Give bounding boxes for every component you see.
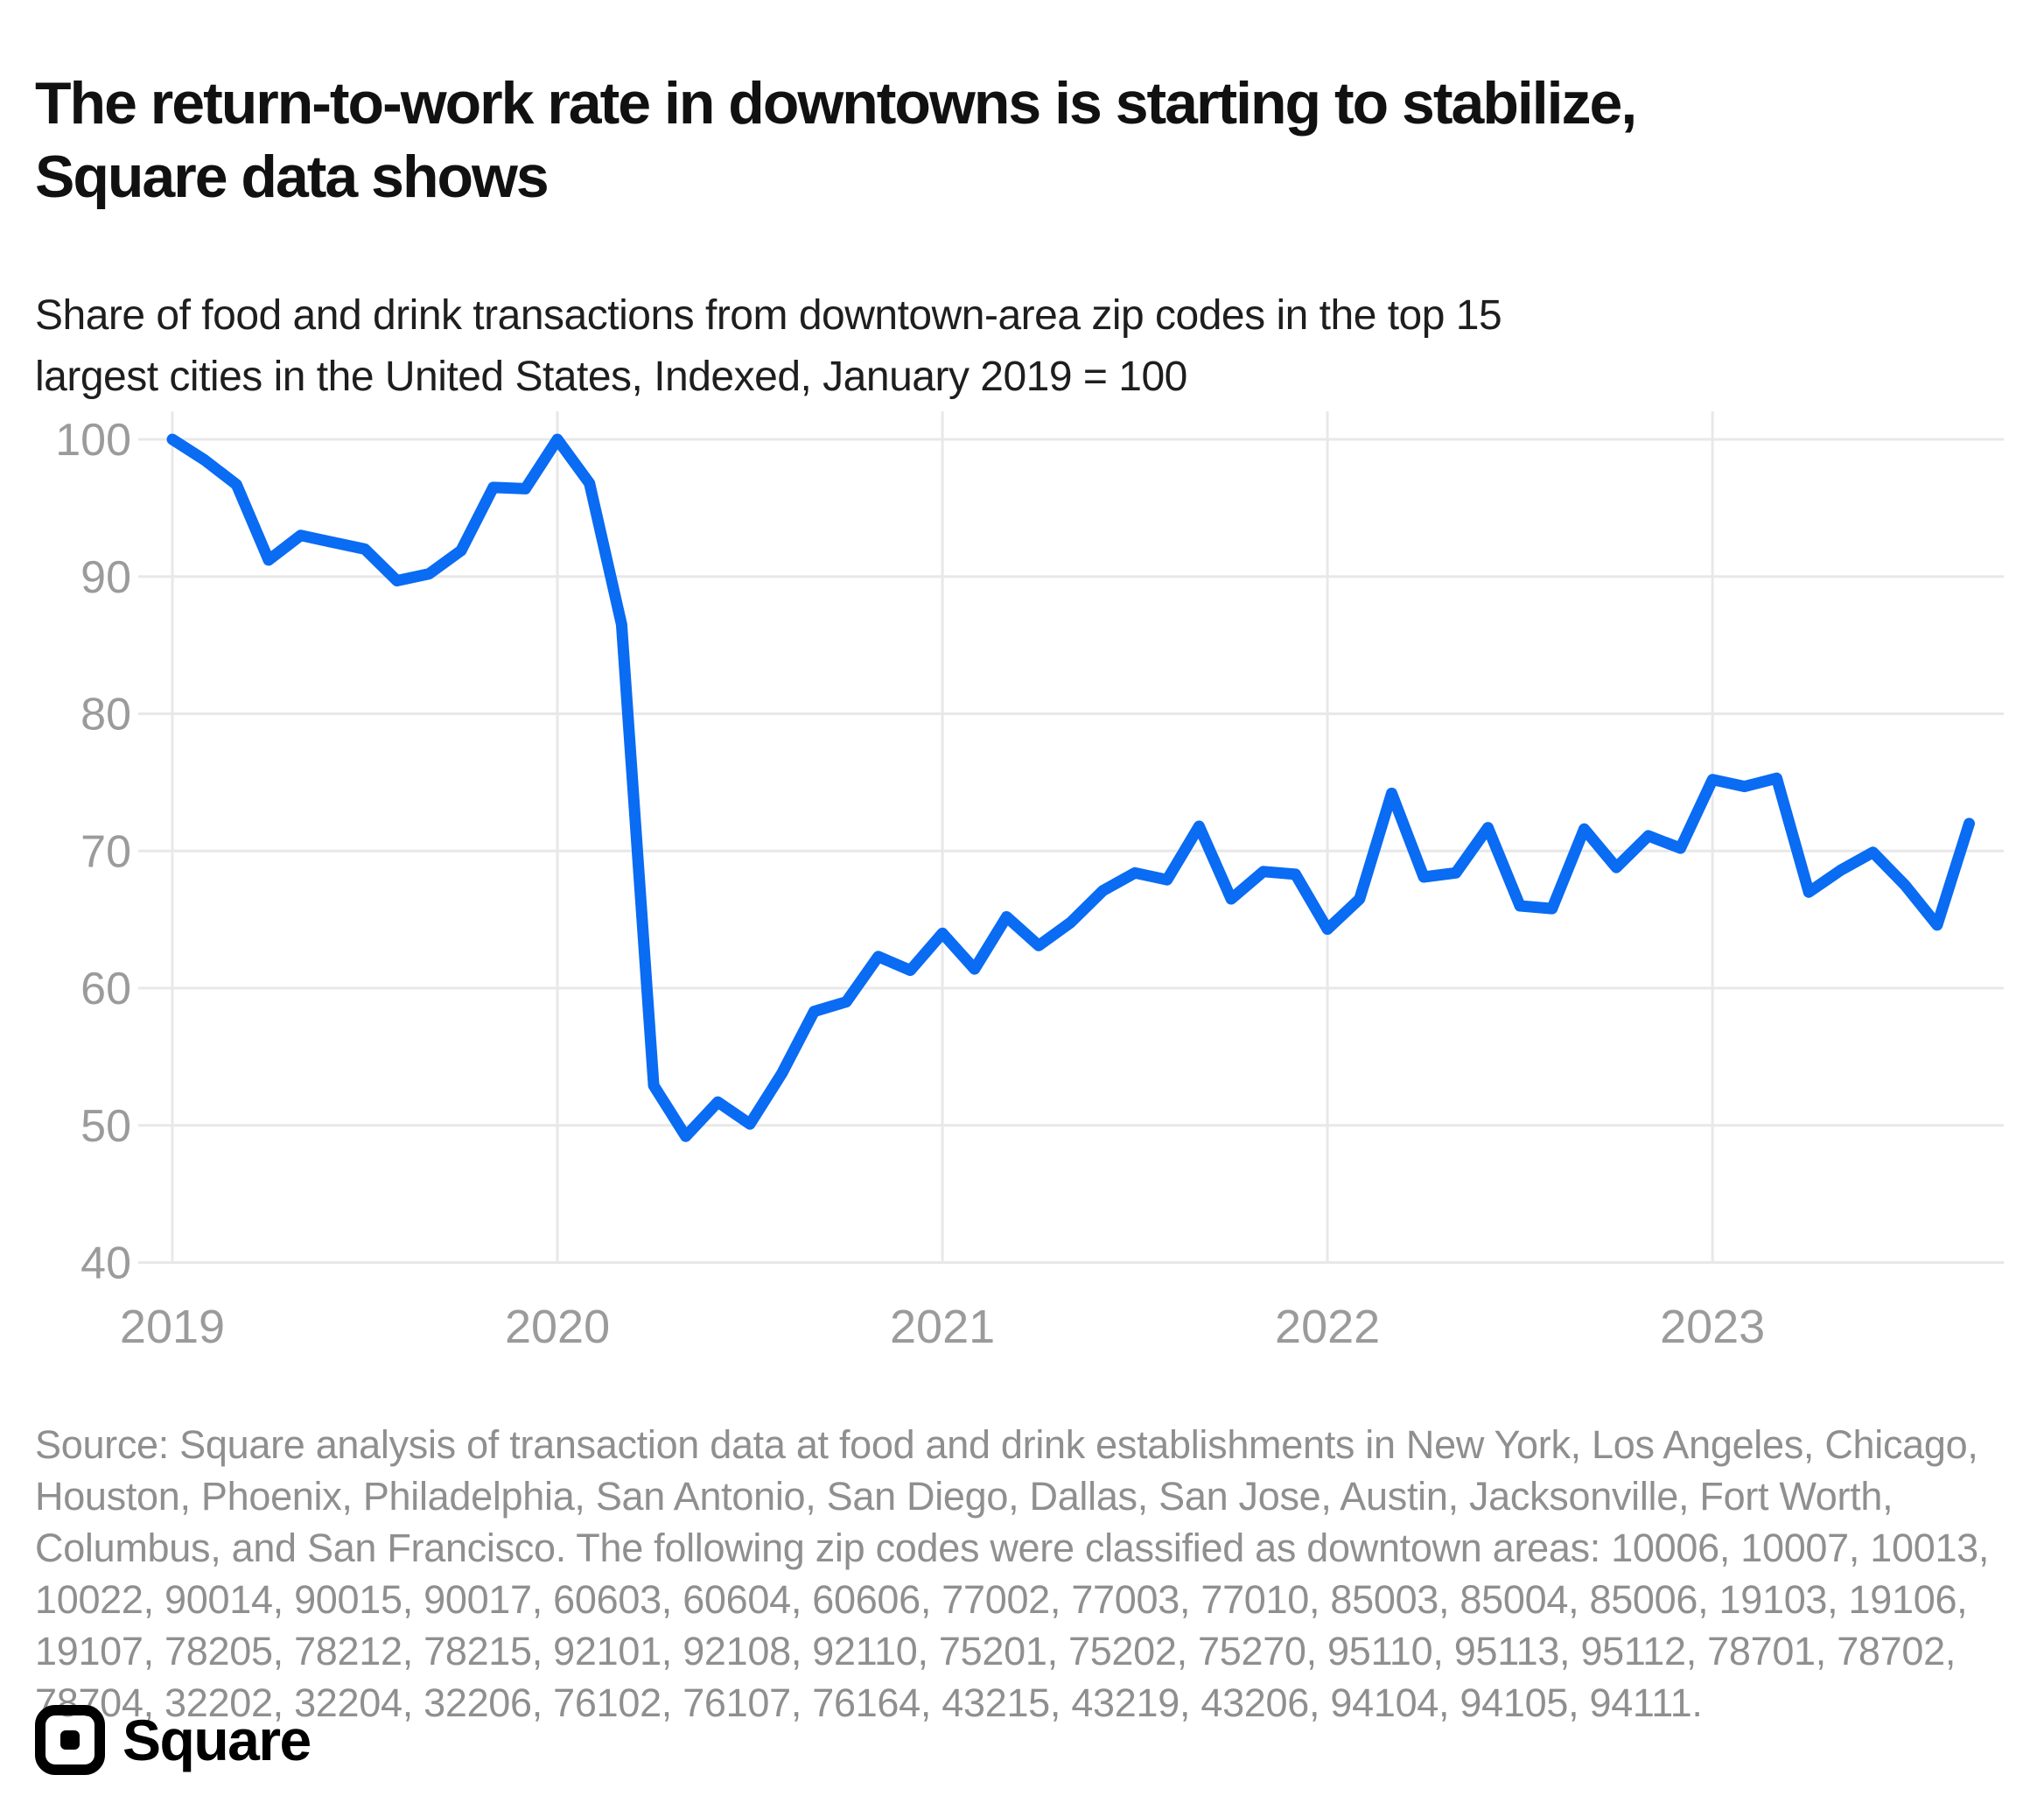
square-logo: Square <box>35 1705 312 1775</box>
y-tick-label: 100 <box>55 415 131 466</box>
brand-name: Square <box>122 1708 312 1772</box>
title-line-1: The return-to-work rate in downtowns is … <box>35 69 1637 137</box>
subtitle-line-1: Share of food and drink transactions fro… <box>35 292 1502 339</box>
y-tick-label: 50 <box>80 1101 131 1152</box>
x-tick-label: 2023 <box>1660 1301 1765 1353</box>
x-tick-label: 2022 <box>1275 1301 1380 1353</box>
x-tick-label: 2021 <box>890 1301 995 1353</box>
page-title: The return-to-work rate in downtowns is … <box>35 67 2014 214</box>
y-tick-label: 90 <box>80 552 131 603</box>
chart-subtitle: Share of food and drink transactions fro… <box>35 285 2030 408</box>
x-tick-label: 2019 <box>120 1301 225 1353</box>
subtitle-line-2: largest cities in the United States, Ind… <box>35 354 1187 400</box>
x-tick-label: 2020 <box>505 1301 610 1353</box>
source-note: Source: Square analysis of transaction d… <box>35 1422 1990 1725</box>
y-tick-label: 40 <box>80 1238 131 1289</box>
y-tick-label: 60 <box>80 964 131 1014</box>
square-logo-icon <box>35 1705 105 1775</box>
data-line <box>166 433 1975 1142</box>
y-tick-label: 70 <box>80 826 131 877</box>
title-line-2: Square data shows <box>35 143 550 210</box>
y-tick-label: 80 <box>80 690 131 740</box>
